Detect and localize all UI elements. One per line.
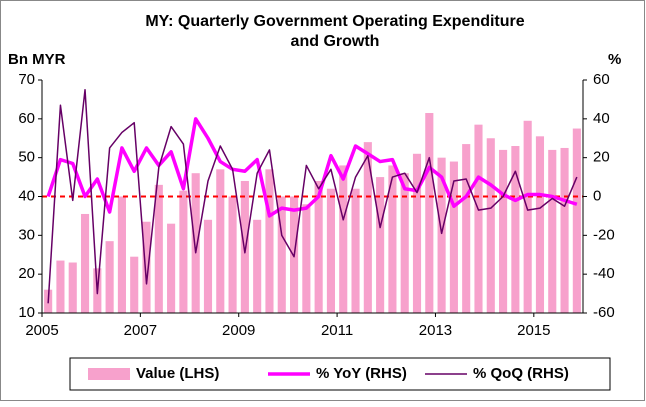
chart-title: and Growth (291, 33, 380, 50)
y2-tick-label: 40 (593, 110, 610, 127)
line-series (46, 117, 578, 218)
bar (449, 161, 458, 313)
x-tick-label: 2015 (517, 322, 550, 339)
bar (253, 219, 262, 313)
y2-axis-label: % (608, 51, 621, 68)
bar (425, 113, 434, 313)
bar (179, 190, 188, 313)
bar (474, 124, 483, 314)
bar (437, 157, 446, 313)
bar (326, 188, 336, 313)
bar (240, 180, 249, 313)
bar (560, 147, 569, 313)
bar (105, 241, 114, 313)
bar (56, 260, 65, 313)
legend-label: % YoY (RHS) (316, 365, 407, 382)
bar (548, 149, 557, 313)
y-tick-label: 30 (18, 226, 35, 243)
bar (412, 153, 422, 313)
bar (68, 262, 77, 313)
bar (363, 142, 372, 313)
y-tick-label: 40 (18, 187, 35, 204)
bar (277, 196, 286, 313)
y2-tick-label: 60 (593, 71, 610, 88)
y-axis-label: Bn MYR (8, 51, 66, 68)
bar (142, 221, 151, 313)
y2-tick-label: 20 (593, 149, 610, 166)
bar (314, 180, 323, 313)
bar (167, 223, 176, 313)
bar (228, 196, 237, 313)
bar (511, 146, 520, 313)
bar (388, 165, 397, 313)
bar (117, 196, 126, 313)
bar (302, 204, 311, 313)
bar (572, 128, 581, 313)
bar (535, 136, 545, 313)
bar (499, 149, 508, 313)
bar (486, 138, 495, 313)
y-tick-label: 50 (18, 149, 35, 166)
legend-label: Value (LHS) (136, 365, 219, 382)
legend-box (69, 357, 611, 391)
y2-tick-label: -60 (593, 304, 615, 321)
bar (154, 184, 163, 313)
bar (191, 173, 200, 313)
legend-label: % QoQ (RHS) (473, 365, 569, 382)
bar (339, 165, 348, 313)
y-tick-label: 70 (18, 71, 35, 88)
x-tick-label: 2013 (419, 322, 452, 339)
bar (376, 177, 385, 313)
bar (462, 144, 471, 313)
bar (265, 169, 274, 313)
y-tick-label: 10 (18, 304, 35, 321)
x-tick-label: 2011 (321, 322, 353, 339)
bar (351, 188, 360, 313)
chart-title: MY: Quarterly Government Operating Expen… (145, 13, 524, 30)
bar (216, 169, 225, 313)
y-tick-label: 20 (18, 265, 35, 282)
y2-tick-label: 0 (593, 187, 601, 204)
bar (203, 219, 213, 313)
bar (400, 173, 409, 313)
y2-tick-label: -40 (593, 265, 615, 282)
y2-tick-label: -20 (593, 226, 615, 243)
y-tick-label: 60 (18, 110, 35, 127)
bar (130, 256, 139, 313)
bar (523, 120, 532, 314)
x-tick-label: 2005 (25, 322, 58, 339)
bar (80, 213, 90, 313)
x-tick-label: 2009 (222, 322, 255, 339)
x-tick-label: 2007 (124, 322, 157, 339)
legend-swatch (88, 368, 130, 380)
line-series (47, 88, 578, 304)
